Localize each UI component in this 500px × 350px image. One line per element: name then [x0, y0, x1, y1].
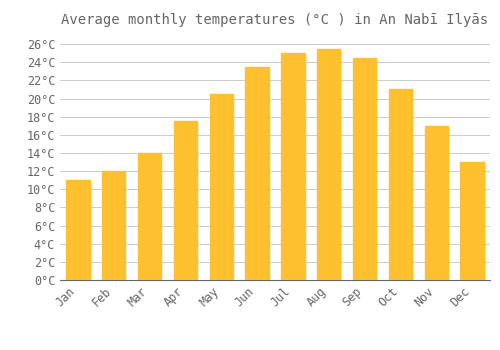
Bar: [102, 171, 126, 280]
Bar: [353, 58, 376, 280]
Bar: [389, 90, 412, 280]
Bar: [210, 94, 233, 280]
Bar: [174, 121, 197, 280]
Bar: [424, 126, 448, 280]
Bar: [246, 67, 268, 280]
Bar: [282, 53, 304, 280]
Bar: [66, 180, 90, 280]
Title: Average monthly temperatures (°C ) in An Nabī Ilyās: Average monthly temperatures (°C ) in An…: [62, 13, 488, 27]
Bar: [460, 162, 483, 280]
Bar: [138, 153, 161, 280]
Bar: [317, 49, 340, 280]
